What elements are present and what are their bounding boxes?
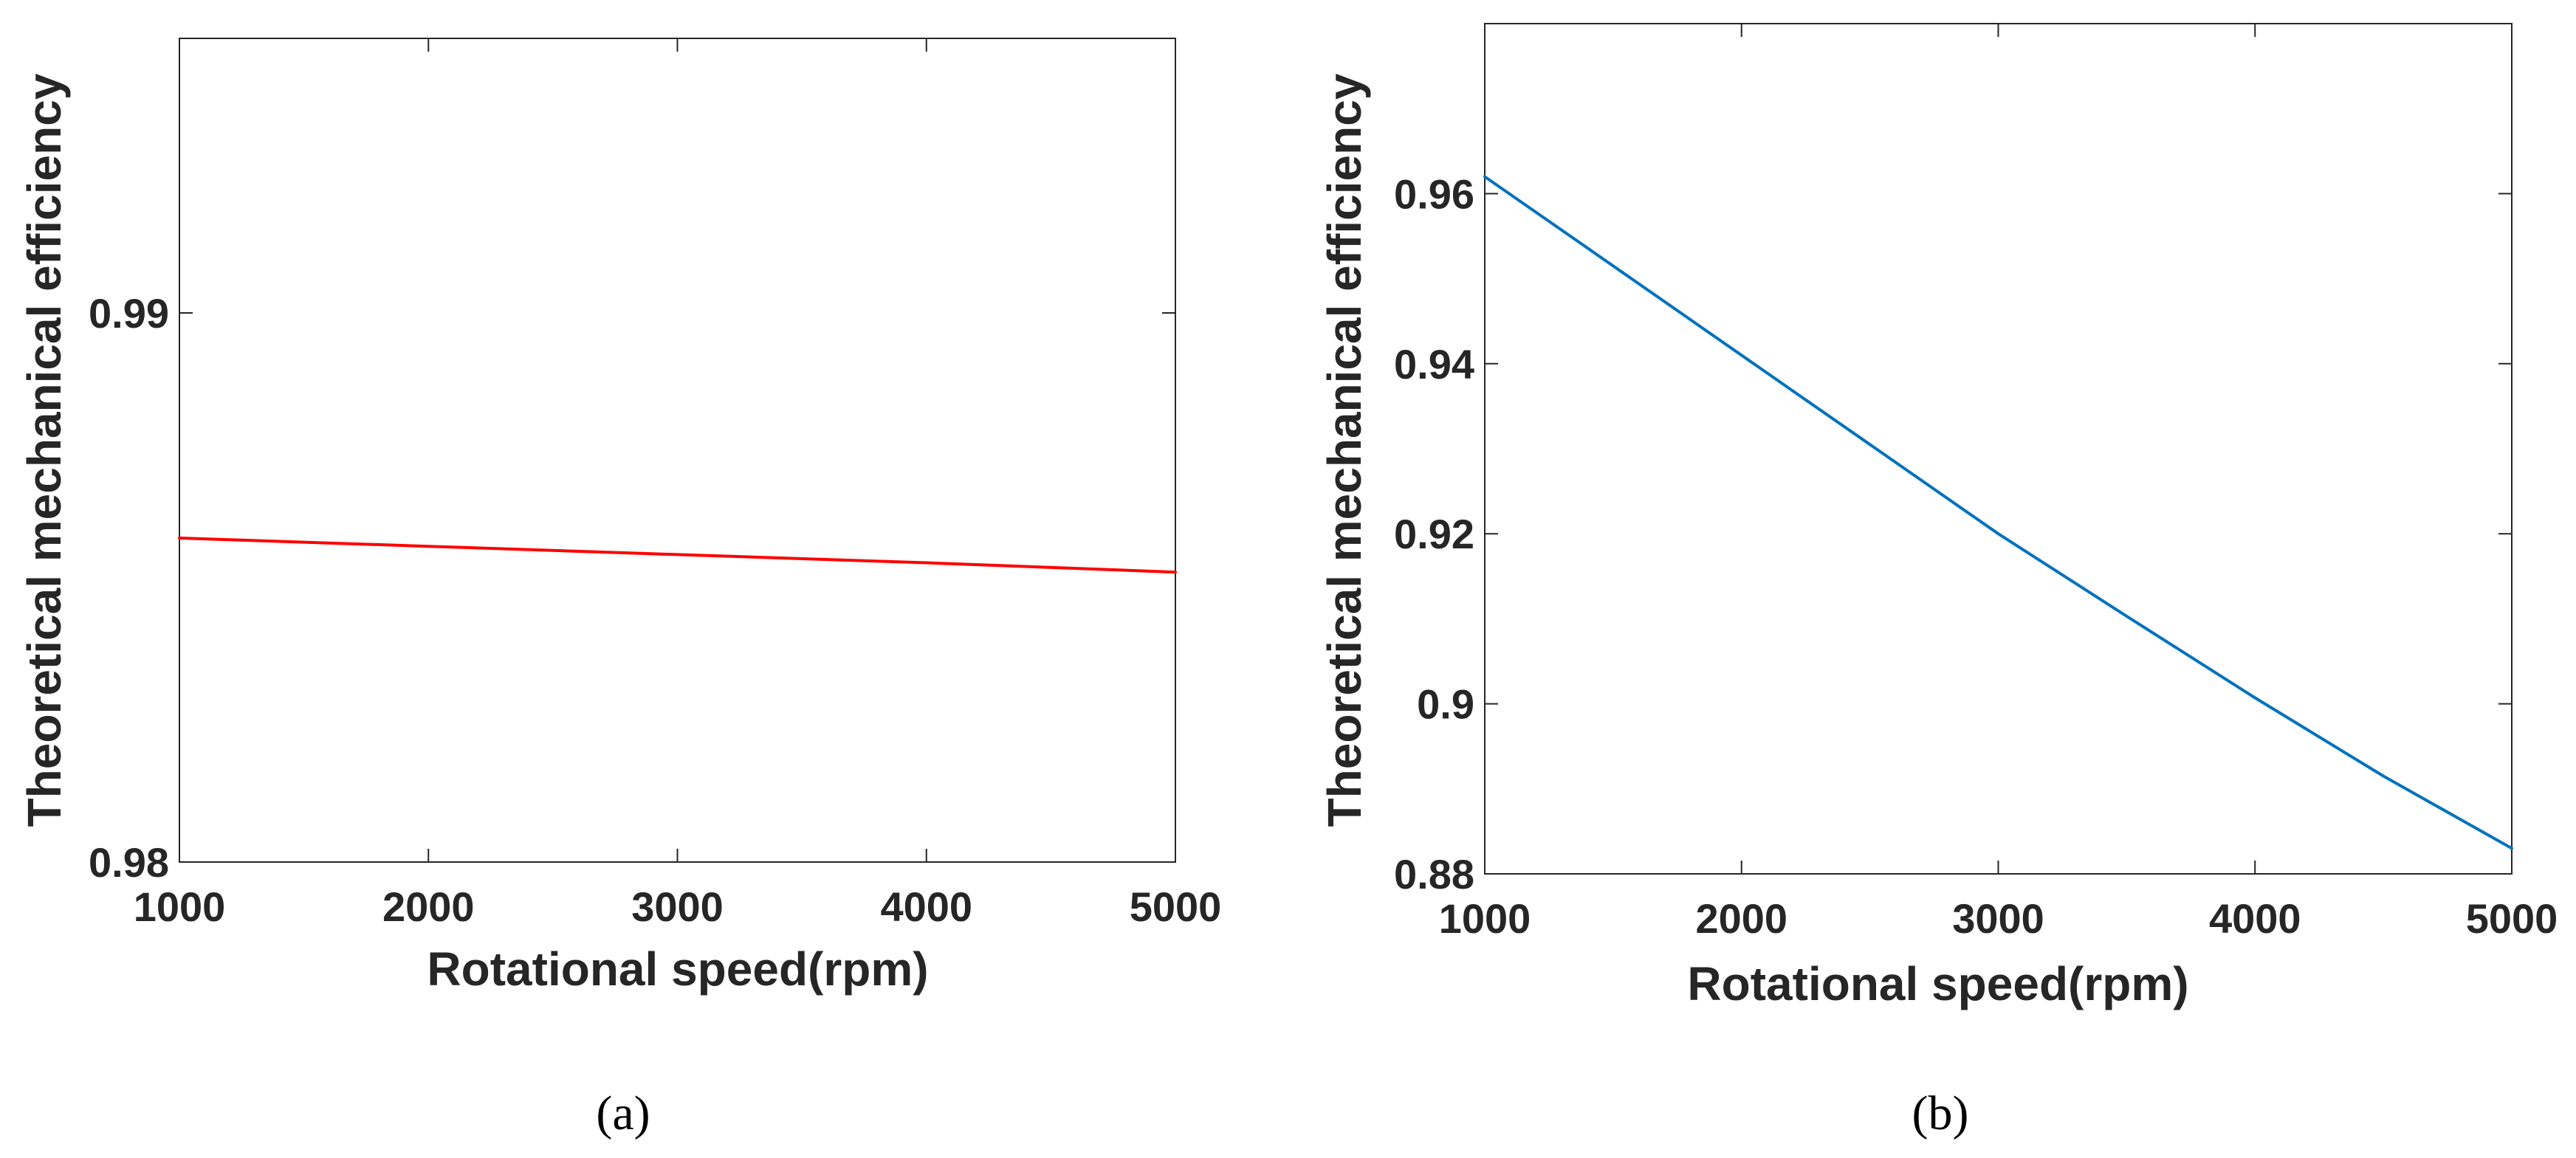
chart-b-ylabel: Theoretical mechanical efficiency — [1318, 73, 1371, 827]
chart-a-panel-label: (a) — [596, 1086, 650, 1140]
chart-a-xtick-label: 1000 — [134, 883, 226, 930]
chart-a-series-line — [178, 537, 1177, 574]
chart-a-xtick-label: 4000 — [880, 883, 972, 930]
chart-b-xtick-label: 5000 — [2466, 895, 2558, 942]
chart-b-xtick-label: 2000 — [1695, 895, 1787, 942]
chart-a-ylabel: Theoretical mechanical efficiency — [18, 73, 71, 827]
chart-a-ytick-label: 0.99 — [89, 290, 169, 337]
chart-b-ytick-label: 0.88 — [1394, 851, 1474, 897]
chart-b-ytick-label: 0.9 — [1417, 681, 1474, 728]
chart-a-ytick-label: 0.98 — [89, 839, 169, 886]
chart-a-xtick-label: 5000 — [1130, 883, 1222, 930]
chart-b-xtick-label: 1000 — [1439, 895, 1531, 942]
chart-a-xlabel: Rotational speed(rpm) — [427, 942, 928, 996]
chart-b-ytick-label: 0.94 — [1394, 341, 1474, 387]
chart-a-xtick-label: 3000 — [631, 883, 724, 930]
chart-b-xtick-label: 3000 — [1952, 895, 2044, 942]
chart-b-panel-label: (b) — [1912, 1086, 1969, 1140]
chart-a-xtick-label: 2000 — [382, 883, 475, 930]
chart-b-xtick-label: 4000 — [2209, 895, 2301, 942]
chart-b: Theoretical mechanical efficiency Rotati… — [1318, 23, 2558, 1140]
chart-b-ytick-label: 0.92 — [1394, 511, 1474, 557]
chart-b-xlabel: Rotational speed(rpm) — [1687, 957, 2188, 1010]
chart-a: Theoretical mechanical efficiency Rotati… — [18, 38, 1221, 1140]
chart-b-series-line — [1483, 175, 2513, 850]
chart-b-ytick-label: 0.96 — [1394, 170, 1474, 217]
